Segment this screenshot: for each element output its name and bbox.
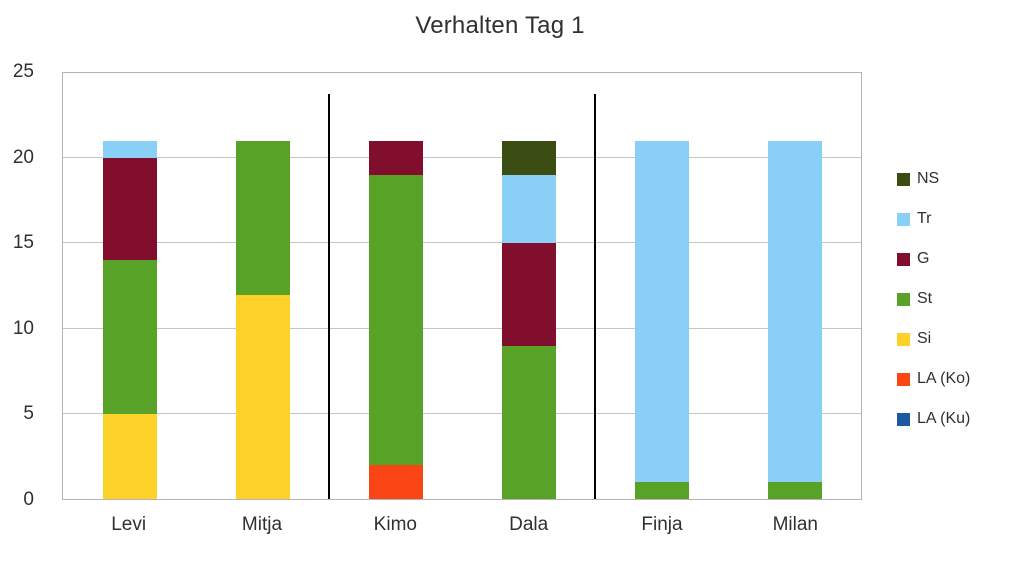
bar-segment-levi-si bbox=[102, 413, 157, 499]
legend-swatch-icon bbox=[897, 412, 910, 426]
bar-segment-mitja-st bbox=[235, 141, 290, 295]
x-category-label-finja: Finja bbox=[641, 514, 683, 535]
y-tick-label-15: 15 bbox=[12, 232, 34, 254]
bar-slot-kimo bbox=[329, 73, 462, 499]
group-separator-line bbox=[593, 94, 596, 499]
legend-label-la-ku: LA (Ku) bbox=[917, 410, 971, 427]
legend-label-la-ko: LA (Ko) bbox=[917, 370, 971, 387]
gridline-20 bbox=[63, 157, 861, 159]
bar-segment-levi-tr bbox=[102, 141, 157, 159]
bar-segment-levi-g bbox=[102, 158, 157, 261]
bar-segment-milan-st bbox=[767, 481, 822, 499]
bar-segment-dala-ns bbox=[501, 141, 556, 176]
legend-item-la-ku: LA (Ku) bbox=[897, 410, 971, 427]
bar-segment-finja-st bbox=[634, 481, 689, 499]
bar-finja bbox=[634, 73, 689, 499]
bar-segment-milan-tr bbox=[767, 141, 822, 482]
plot-area bbox=[62, 72, 862, 500]
gridline-5 bbox=[63, 412, 861, 414]
x-category-label-kimo: Kimo bbox=[373, 514, 417, 535]
y-tick-label-10: 10 bbox=[12, 317, 34, 339]
y-tick-label-0: 0 bbox=[23, 489, 34, 510]
y-tick-label-5: 5 bbox=[23, 403, 34, 425]
bar-slot-mitja bbox=[196, 73, 329, 499]
gridline-15 bbox=[63, 242, 861, 244]
chart-title: Verhalten Tag 1 bbox=[415, 12, 585, 39]
gridline-10 bbox=[63, 327, 861, 329]
y-axis-labels: 0 5 10 15 20 25 bbox=[0, 61, 48, 510]
legend-item-si: Si bbox=[897, 330, 970, 347]
legend-swatch-icon bbox=[897, 172, 910, 186]
bar-segment-mitja-si bbox=[235, 294, 290, 499]
legend-item-g: G bbox=[897, 250, 970, 267]
legend-item-st: St bbox=[897, 290, 970, 307]
bar-segment-kimo-g bbox=[368, 141, 423, 176]
legend-label-tr: Tr bbox=[917, 210, 932, 227]
legend-label-si: Si bbox=[917, 330, 932, 347]
bar-dala bbox=[501, 73, 556, 499]
bar-segment-dala-st bbox=[501, 345, 556, 499]
legend-swatch-icon bbox=[897, 292, 910, 306]
legend-label-ns: NS bbox=[917, 170, 940, 187]
bar-slot-dala bbox=[462, 73, 595, 499]
x-category-label-milan: Milan bbox=[772, 514, 818, 535]
legend-item-la-ko: LA (Ko) bbox=[897, 370, 971, 387]
bar-segment-finja-tr bbox=[634, 141, 689, 482]
bar-slot-finja bbox=[595, 73, 728, 499]
x-category-label-mitja: Mitja bbox=[241, 514, 283, 535]
x-category-label-levi: Levi bbox=[111, 514, 147, 535]
legend-swatch-icon bbox=[897, 332, 910, 346]
y-tick-label-25: 25 bbox=[12, 61, 34, 82]
legend: NS Tr G St Si LA (Ko) LA (Ku) bbox=[897, 170, 971, 452]
bar-segment-kimo-la-ko bbox=[368, 464, 423, 499]
bar-segment-dala-tr bbox=[501, 175, 556, 244]
legend-item-tr: Tr bbox=[897, 210, 970, 227]
legend-swatch-icon bbox=[897, 372, 910, 386]
bar-mitja bbox=[235, 73, 290, 499]
group-separator-line bbox=[327, 94, 330, 499]
y-tick-label-20: 20 bbox=[12, 146, 34, 168]
bars-row bbox=[63, 73, 861, 499]
legend-item-ns: NS bbox=[897, 170, 970, 187]
bar-segment-levi-st bbox=[102, 260, 157, 414]
bar-segment-kimo-st bbox=[368, 175, 423, 465]
bar-slot-levi bbox=[63, 73, 196, 499]
x-category-label-dala: Dala bbox=[509, 514, 549, 535]
bar-levi bbox=[102, 73, 157, 499]
legend-swatch-icon bbox=[897, 252, 910, 266]
legend-label-g: G bbox=[917, 250, 930, 267]
bar-segment-dala-g bbox=[501, 243, 556, 346]
legend-swatch-icon bbox=[897, 212, 910, 226]
bar-kimo bbox=[368, 73, 423, 499]
bar-slot-milan bbox=[728, 73, 861, 499]
x-axis-labels: Levi Mitja Kimo Dala Finja Milan bbox=[62, 514, 862, 536]
legend-label-st: St bbox=[917, 290, 933, 307]
bar-milan bbox=[767, 73, 822, 499]
